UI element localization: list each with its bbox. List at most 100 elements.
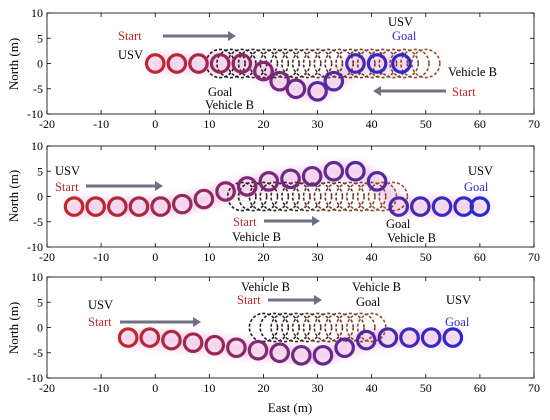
vehicle-b-point bbox=[270, 181, 300, 212]
x-tick-label: -10 bbox=[93, 381, 109, 395]
usv-point bbox=[291, 344, 312, 366]
annotation-vb-goal: Goal bbox=[386, 217, 411, 231]
arrow-vb-start-head bbox=[373, 86, 381, 96]
usv-path-glow bbox=[65, 162, 489, 216]
usv-point bbox=[420, 327, 442, 348]
vehicle-b-point bbox=[270, 312, 300, 343]
vehicle-b-point bbox=[259, 48, 290, 79]
usv-point bbox=[345, 160, 366, 182]
usv-point bbox=[139, 327, 161, 348]
x-tick-label: 50 bbox=[420, 117, 432, 131]
vehicle-b-point bbox=[237, 181, 268, 212]
usv-point bbox=[399, 327, 420, 348]
y-tick-label: -5 bbox=[33, 82, 43, 96]
x-tick-label: 60 bbox=[474, 117, 486, 131]
vehicle-b-point bbox=[367, 181, 398, 212]
vehicle-b-point bbox=[281, 48, 311, 79]
annotation-vb-name: Vehicle B bbox=[241, 280, 290, 294]
usv-point bbox=[166, 53, 188, 74]
usv-point bbox=[258, 171, 280, 192]
vehicle-b-point bbox=[216, 48, 246, 79]
usv-point bbox=[442, 327, 464, 348]
vehicle-b-point bbox=[410, 48, 441, 79]
x-axis-label: East (m) bbox=[268, 400, 312, 415]
arrow-usv-start-head bbox=[155, 181, 163, 191]
annotation-vb-start: Start bbox=[237, 293, 261, 307]
usv-point bbox=[161, 329, 182, 351]
annotation-usv-goal-name: USV bbox=[388, 15, 413, 29]
arrow-usv-start-head bbox=[193, 317, 201, 327]
vehicle-b-point bbox=[335, 181, 365, 212]
x-tick-label: 30 bbox=[312, 381, 324, 395]
usv-point bbox=[285, 78, 307, 100]
annotation-usv-start: Start bbox=[88, 315, 112, 329]
usv-point bbox=[334, 337, 355, 359]
y-tick-label: 5 bbox=[37, 295, 43, 309]
x-tick-label: 40 bbox=[366, 381, 378, 395]
x-tick-label: 20 bbox=[257, 117, 269, 131]
y-tick-label: -10 bbox=[27, 371, 43, 385]
vehicle-b-point bbox=[291, 312, 322, 343]
annotation-vb-start: Start bbox=[452, 85, 476, 99]
usv-point bbox=[85, 196, 107, 217]
vehicle-b-point bbox=[400, 48, 430, 79]
annotation-usv: USV bbox=[118, 48, 143, 62]
annotation-vb-start: Start bbox=[233, 215, 257, 229]
usv-point bbox=[410, 196, 431, 217]
vehicle-b-point bbox=[345, 48, 376, 79]
vehicle-b-point bbox=[226, 48, 257, 79]
x-tick-label: 60 bbox=[474, 250, 486, 264]
usv-point bbox=[209, 53, 231, 74]
y-tick-label: 5 bbox=[37, 31, 43, 45]
x-tick-label: 0 bbox=[152, 250, 158, 264]
usv-point bbox=[345, 53, 366, 74]
x-tick-label: 70 bbox=[528, 381, 540, 395]
usv-point bbox=[231, 53, 253, 74]
x-tick-label: 70 bbox=[528, 250, 540, 264]
annotation-vb-goal: Goal bbox=[208, 85, 233, 99]
usv-point bbox=[355, 329, 377, 351]
annotation-usv: USV bbox=[55, 164, 80, 178]
usv-point bbox=[280, 168, 301, 190]
usv-point bbox=[301, 165, 323, 187]
x-tick-label: 30 bbox=[312, 117, 324, 131]
vehicle-b-point bbox=[324, 48, 355, 79]
vehicle-b-point bbox=[248, 48, 279, 79]
usv-point bbox=[366, 171, 388, 192]
y-tick-label: 5 bbox=[37, 164, 43, 178]
vehicle-b-point bbox=[378, 181, 409, 212]
usv-point bbox=[247, 339, 269, 361]
annotation-usv-start: Start bbox=[55, 180, 79, 194]
usv-point bbox=[188, 53, 209, 74]
usv-point bbox=[171, 193, 193, 215]
vehicle-b-point bbox=[313, 312, 344, 343]
usv-point bbox=[469, 196, 491, 217]
usv-point bbox=[431, 196, 453, 217]
y-tick-label: 0 bbox=[37, 57, 43, 71]
vehicle-b-point bbox=[356, 312, 387, 343]
annotation-start: Start bbox=[118, 29, 142, 43]
usv-point bbox=[226, 337, 247, 359]
vehicle-b-point bbox=[345, 181, 376, 212]
vehicle-b-point bbox=[248, 312, 279, 343]
usv-point bbox=[193, 188, 215, 210]
y-tick-label: 10 bbox=[31, 270, 43, 284]
y-tick-label: -5 bbox=[33, 215, 43, 229]
x-tick-label: -10 bbox=[93, 250, 109, 264]
usv-point bbox=[117, 327, 139, 348]
vehicle-b-point bbox=[378, 48, 409, 79]
x-tick-label: 40 bbox=[366, 250, 378, 264]
y-axis-label: North (m) bbox=[6, 38, 21, 90]
y-tick-label: 0 bbox=[37, 321, 43, 335]
x-tick-label: 10 bbox=[203, 381, 215, 395]
usv-point bbox=[150, 196, 171, 217]
y-tick-label: -10 bbox=[27, 107, 43, 121]
annotation-usv-goal-name: USV bbox=[468, 164, 493, 178]
usv-point bbox=[107, 196, 128, 217]
vehicle-b-point bbox=[291, 48, 322, 79]
annotation-usv-goal: Goal bbox=[392, 29, 417, 43]
usv-path-glow bbox=[119, 328, 462, 365]
vehicle-b-point bbox=[389, 48, 420, 79]
x-tick-label: 0 bbox=[152, 381, 158, 395]
